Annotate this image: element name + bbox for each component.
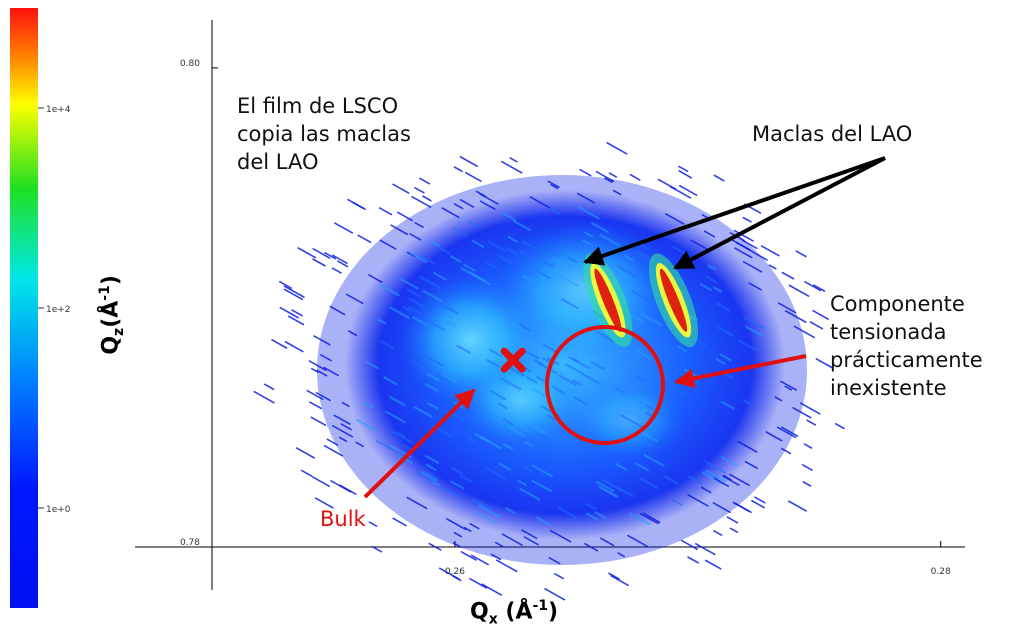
bulk-arrow	[363, 388, 476, 499]
twin-arrow-left	[583, 156, 886, 266]
colorbar-ticks: 1e+4 1e+2 1e+0	[38, 105, 71, 515]
y-tick-label-1: 0.78	[180, 538, 200, 548]
bulk-marker	[500, 347, 526, 373]
y-tick-label-0: 0.80	[180, 59, 200, 69]
x-tick-label-0: 0.26	[445, 567, 465, 577]
axis-ticks: 0.26 0.28 0.80 0.78	[180, 59, 951, 577]
y-axis-label: Qz(Å-1)	[97, 275, 127, 355]
colorbar-tick-label-1: 1e+2	[46, 305, 71, 315]
twin-peak-1	[649, 253, 698, 348]
twin-peak-0	[583, 253, 633, 348]
bulk-label: Bulk	[320, 507, 366, 531]
strained-arrow	[674, 354, 807, 389]
strained-circle	[545, 325, 665, 445]
colorbar-tick-label-0: 1e+4	[46, 105, 71, 115]
twin-arrow-right	[673, 156, 886, 270]
x-tick-label-1: 0.28	[931, 567, 951, 577]
twins-label: Maclas del LAO	[752, 122, 913, 146]
colorbar	[10, 8, 38, 608]
strained-label: Componente tensionada prácticamente inex…	[830, 292, 983, 400]
chart-marks	[500, 253, 698, 373]
colorbar-tick-label-2: 1e+0	[46, 505, 71, 515]
film-note: El film de LSCO copia las maclas del LAO	[237, 94, 411, 174]
x-axis-label: Qx (Å-1)	[470, 598, 559, 628]
